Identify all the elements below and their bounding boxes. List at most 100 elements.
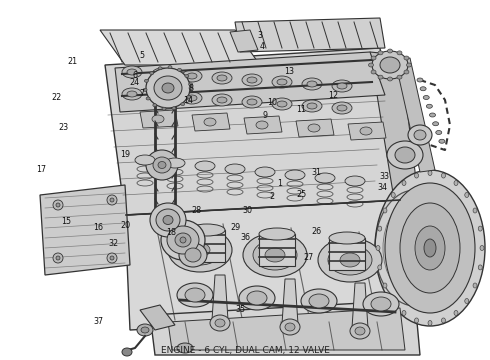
Text: 31: 31 (311, 168, 321, 177)
Ellipse shape (189, 224, 225, 236)
Ellipse shape (272, 98, 292, 110)
Ellipse shape (328, 245, 372, 275)
Text: 21: 21 (68, 57, 77, 66)
Polygon shape (352, 283, 368, 328)
Ellipse shape (378, 265, 382, 270)
Ellipse shape (162, 107, 166, 110)
Ellipse shape (332, 102, 352, 114)
Ellipse shape (355, 327, 365, 335)
Ellipse shape (153, 104, 157, 107)
Polygon shape (348, 122, 386, 140)
Ellipse shape (110, 198, 114, 202)
Ellipse shape (280, 319, 300, 335)
Ellipse shape (402, 310, 406, 315)
Ellipse shape (154, 76, 182, 100)
Ellipse shape (189, 83, 193, 86)
Ellipse shape (478, 226, 482, 231)
Ellipse shape (439, 139, 445, 143)
Ellipse shape (177, 343, 193, 353)
Text: 17: 17 (37, 165, 47, 174)
Ellipse shape (150, 203, 186, 237)
Ellipse shape (242, 96, 262, 108)
Text: 25: 25 (296, 190, 306, 199)
Polygon shape (40, 185, 130, 275)
Ellipse shape (185, 288, 205, 302)
Ellipse shape (152, 115, 164, 123)
Ellipse shape (181, 103, 185, 105)
Ellipse shape (302, 78, 322, 90)
Text: 22: 22 (51, 93, 61, 102)
Text: 37: 37 (93, 317, 103, 325)
Text: 18: 18 (167, 228, 176, 237)
Text: 19: 19 (120, 150, 130, 159)
Text: 32: 32 (109, 239, 119, 248)
Polygon shape (282, 279, 298, 324)
Ellipse shape (56, 203, 60, 207)
Ellipse shape (400, 203, 460, 293)
Polygon shape (244, 116, 282, 134)
Ellipse shape (383, 208, 387, 213)
Ellipse shape (441, 318, 445, 323)
Ellipse shape (187, 73, 197, 79)
Ellipse shape (122, 348, 132, 356)
Ellipse shape (272, 76, 292, 88)
Ellipse shape (307, 103, 317, 109)
Text: 6: 6 (132, 71, 137, 80)
Ellipse shape (378, 51, 383, 55)
Ellipse shape (158, 67, 162, 70)
Ellipse shape (158, 162, 166, 168)
Ellipse shape (277, 101, 287, 107)
Ellipse shape (404, 56, 409, 60)
Ellipse shape (180, 237, 186, 243)
Ellipse shape (242, 74, 262, 86)
Ellipse shape (391, 193, 395, 198)
Ellipse shape (247, 99, 257, 105)
Polygon shape (140, 110, 178, 128)
Text: 33: 33 (380, 172, 390, 181)
Ellipse shape (107, 195, 117, 205)
Ellipse shape (168, 228, 232, 272)
Ellipse shape (301, 289, 337, 313)
Ellipse shape (385, 183, 475, 313)
Text: 24: 24 (130, 78, 140, 87)
Ellipse shape (395, 147, 415, 163)
Ellipse shape (309, 294, 329, 308)
Ellipse shape (363, 292, 399, 316)
Ellipse shape (247, 291, 267, 305)
Ellipse shape (414, 130, 426, 140)
Ellipse shape (239, 286, 275, 310)
Ellipse shape (308, 124, 320, 132)
Ellipse shape (397, 51, 402, 55)
Ellipse shape (182, 92, 202, 104)
Ellipse shape (380, 57, 400, 73)
Ellipse shape (135, 155, 155, 165)
Ellipse shape (195, 161, 215, 171)
Ellipse shape (259, 228, 295, 240)
Polygon shape (189, 230, 225, 262)
Ellipse shape (212, 94, 232, 106)
Polygon shape (329, 238, 365, 270)
Text: 23: 23 (59, 123, 69, 132)
Text: 28: 28 (191, 206, 201, 215)
Ellipse shape (146, 68, 190, 108)
Ellipse shape (285, 170, 305, 180)
Ellipse shape (243, 233, 307, 277)
Ellipse shape (388, 49, 392, 53)
Ellipse shape (225, 164, 245, 174)
Ellipse shape (397, 75, 402, 79)
Ellipse shape (337, 105, 347, 111)
Polygon shape (100, 30, 260, 65)
Polygon shape (235, 18, 385, 52)
Ellipse shape (177, 283, 213, 307)
Polygon shape (395, 58, 435, 172)
Ellipse shape (247, 77, 257, 83)
Polygon shape (395, 200, 440, 320)
Ellipse shape (372, 51, 408, 79)
Polygon shape (105, 48, 400, 215)
Ellipse shape (415, 226, 445, 270)
Polygon shape (115, 52, 385, 112)
Ellipse shape (172, 107, 176, 110)
Ellipse shape (178, 235, 222, 265)
Ellipse shape (152, 68, 172, 80)
Ellipse shape (424, 239, 436, 257)
